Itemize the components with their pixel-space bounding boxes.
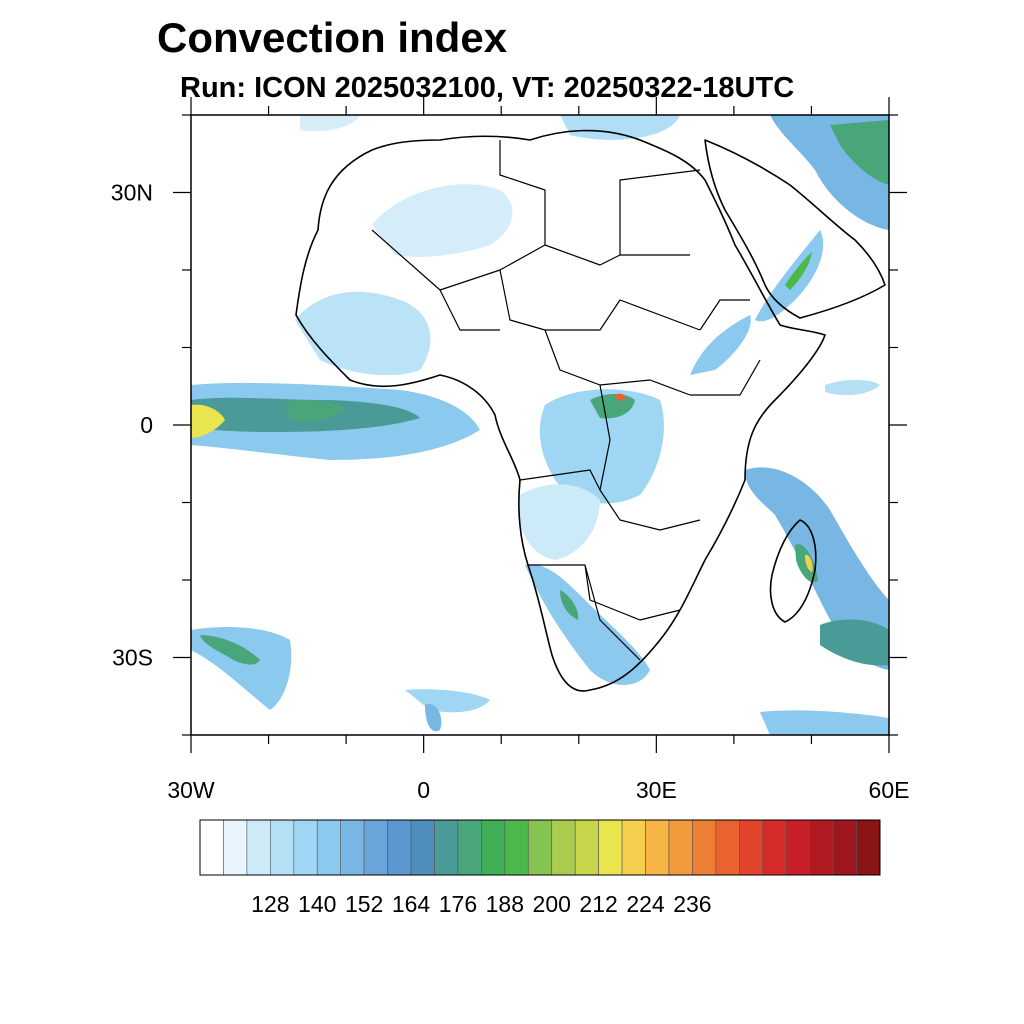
convection-region-madagascar-max [805, 554, 813, 572]
colorbar: 128 140 152 164 176 188 200 212 224 236 [199, 819, 881, 917]
colorbar-label: 200 [533, 891, 571, 917]
convection-region-east-med [560, 115, 680, 140]
convection-region-indian-ocean-east [825, 379, 880, 396]
colorbar-swatch [762, 819, 787, 876]
colorbar-swatch [457, 819, 482, 876]
madagascar-coastline [769, 519, 817, 623]
convection-region-red-sea [755, 230, 824, 322]
colorbar-label: 188 [486, 891, 524, 917]
lon-tick-label: 0 [417, 777, 430, 803]
colorbar-swatch [551, 819, 576, 876]
colorbar-swatch [692, 819, 717, 876]
colorbar-swatch [223, 819, 248, 876]
colorbar-label: 164 [392, 891, 431, 917]
convection-region-madagascar [745, 467, 889, 670]
lat-tick-label: 30S [112, 645, 153, 671]
colorbar-swatch [527, 819, 553, 876]
colorbar-swatch [739, 819, 764, 876]
lon-tick-label: 30W [167, 777, 215, 803]
convection-region-arabia-north-core [830, 120, 889, 185]
internal-borders [371, 140, 761, 661]
convection-region-south-atlantic-core [200, 635, 260, 665]
colorbar-swatch [387, 819, 412, 876]
colorbar-swatch [832, 819, 857, 876]
convection-region-atlantic-itcz-core [191, 404, 225, 438]
colorbar-label: 224 [626, 891, 665, 917]
convection-region-congo-core [590, 394, 635, 419]
africa-coastline [295, 129, 826, 692]
map-title: Convection index [157, 14, 508, 61]
colorbar-label: 236 [673, 891, 711, 917]
convection-region-red-sea-core [785, 252, 812, 290]
colorbar-label: 140 [298, 891, 336, 917]
convection-field [191, 115, 889, 735]
lon-tick-label: 60E [869, 777, 910, 803]
convection-region-southern-africa [525, 564, 650, 685]
map-axes: 30W 0 30E 60E 30N 0 30S [111, 97, 910, 803]
colorbar-swatch [856, 819, 881, 876]
colorbar-swatch [598, 819, 623, 876]
convection-region-south-atlantic-2 [405, 689, 490, 713]
colorbar-swatch [574, 819, 599, 876]
colorbar-swatch [293, 819, 318, 876]
map-subtitle: Run: ICON 2025032100, VT: 20250322-18UTC [180, 72, 795, 104]
convection-region-angola [519, 484, 600, 560]
lon-tick-label: 30E [636, 777, 677, 803]
coastlines-and-borders [295, 129, 886, 692]
colorbar-swatch [621, 819, 646, 876]
convection-region-sw-indian [820, 619, 889, 666]
colorbar-swatch [199, 819, 224, 876]
arabia-coastline [704, 139, 886, 319]
colorbar-swatch [410, 819, 435, 876]
convection-region-southern-africa-core [560, 590, 579, 620]
convection-region-med [300, 115, 360, 132]
lat-tick-label: 30N [111, 180, 153, 206]
colorbar-swatch [504, 819, 529, 876]
convection-region-southern-ocean [760, 710, 889, 735]
colorbar-frame [199, 819, 881, 876]
colorbar-swatch [434, 819, 459, 876]
colorbar-label: 212 [579, 891, 617, 917]
colorbar-swatch [645, 819, 670, 876]
convection-region-ethiopia [690, 315, 751, 375]
colorbar-swatch [668, 819, 693, 876]
colorbar-swatch [363, 819, 388, 876]
colorbar-swatch [715, 819, 740, 876]
convection-region-congo [539, 389, 664, 504]
colorbar-swatch [270, 819, 295, 876]
colorbar-swatch [809, 819, 834, 876]
colorbar-label: 128 [251, 891, 289, 917]
colorbar-swatch [340, 819, 365, 876]
colorbar-swatch [246, 819, 271, 876]
convection-region-congo-max [615, 393, 626, 401]
colorbar-swatch [316, 819, 341, 876]
colorbar-label: 152 [345, 891, 383, 917]
convection-region-south-atlantic-3 [425, 704, 442, 732]
convection-region-atlantic-itcz-green [285, 400, 345, 422]
convection-region-west-africa [295, 291, 431, 376]
colorbar-label: 176 [439, 891, 477, 917]
convection-region-sahara [372, 184, 513, 257]
colorbar-swatch [481, 819, 506, 876]
lat-tick-label: 0 [140, 412, 153, 438]
colorbar-swatch [785, 819, 810, 876]
